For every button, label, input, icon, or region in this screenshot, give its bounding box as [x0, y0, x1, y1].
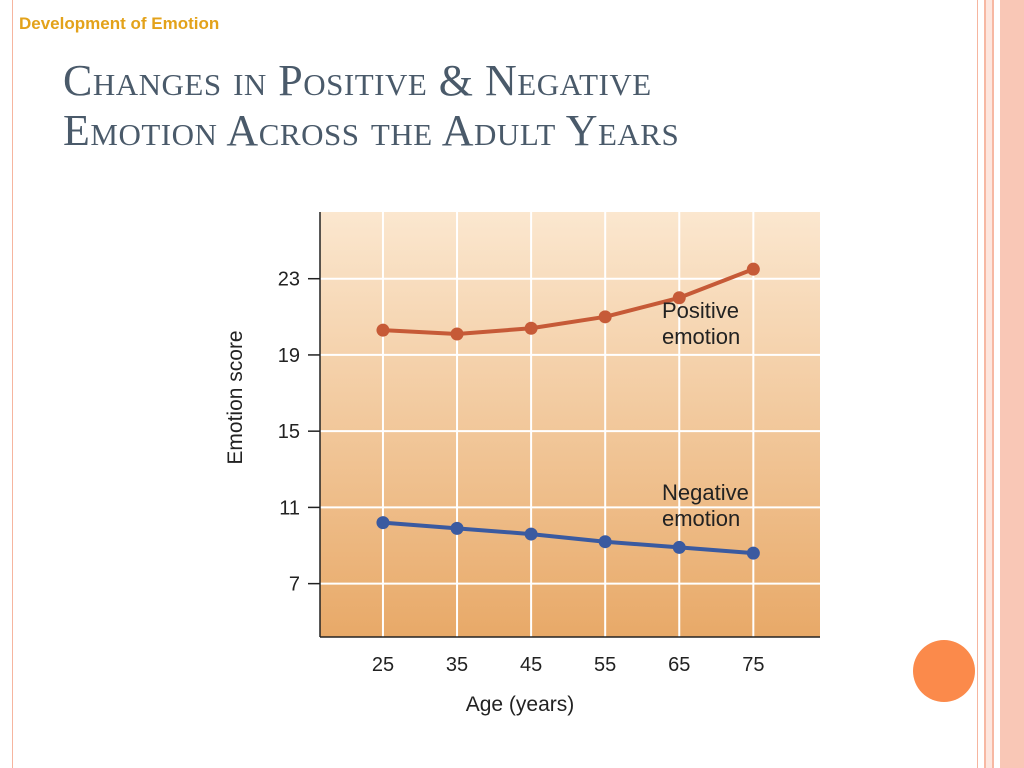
data-point-negative: [672, 540, 686, 554]
data-point-positive: [746, 262, 760, 276]
y-tick-label: 11: [279, 497, 300, 519]
x-tick-label: 45: [520, 654, 542, 676]
series-label-positive: Positive: [662, 298, 739, 323]
series-label-negative: emotion: [662, 506, 740, 531]
x-tick-label: 35: [446, 654, 468, 676]
y-tick-label: 23: [278, 269, 300, 291]
data-point-positive: [450, 327, 464, 341]
data-point-negative: [450, 521, 464, 535]
plot-area: [320, 212, 820, 637]
x-tick-label: 75: [742, 654, 764, 676]
series-label-positive: emotion: [662, 324, 740, 349]
axes: 7 11 15 19 23 25 35 45 55 65 75 Age (years) Emotion …: [224, 212, 820, 716]
data-point-negative: [524, 527, 538, 541]
series-label-negative: Negative: [662, 480, 749, 505]
grid-lines: [320, 212, 820, 637]
x-axis-title: Age (years): [466, 693, 575, 716]
series-layer: [376, 262, 760, 560]
data-point-positive: [524, 321, 538, 335]
data-point-negative: [598, 535, 612, 549]
x-tick-label: 65: [668, 654, 690, 676]
y-tick-label: 7: [289, 574, 300, 596]
line-chart: 7 11 15 19 23 25 35 45 55 65 75 Age (years) Emotion …: [224, 212, 820, 716]
decorative-stripes: [978, 0, 1024, 768]
data-point-positive: [598, 310, 612, 324]
decorative-circle: [913, 640, 975, 702]
x-tick-label: 25: [372, 654, 394, 676]
data-point-negative: [746, 546, 760, 560]
data-point-positive: [376, 323, 390, 337]
series-line-negative: [382, 520, 754, 556]
data-point-negative: [376, 516, 390, 530]
data-point-positive: [672, 291, 686, 305]
y-axis-title: Emotion score: [224, 330, 247, 464]
y-tick-label: 19: [278, 345, 300, 367]
series-line-positive: [382, 267, 755, 336]
slide-title-line-2: Emotion Across the Adult Years: [63, 106, 680, 155]
y-tick-label: 15: [278, 421, 300, 443]
section-header: Development of Emotion: [19, 14, 220, 33]
slide-title-line-1: Changes in Positive & Negative: [63, 56, 652, 105]
x-tick-label: 55: [594, 654, 616, 676]
slide-frame: [12, 0, 978, 768]
slide-title: Changes in Positive & Negative Emotion A…: [63, 56, 943, 156]
